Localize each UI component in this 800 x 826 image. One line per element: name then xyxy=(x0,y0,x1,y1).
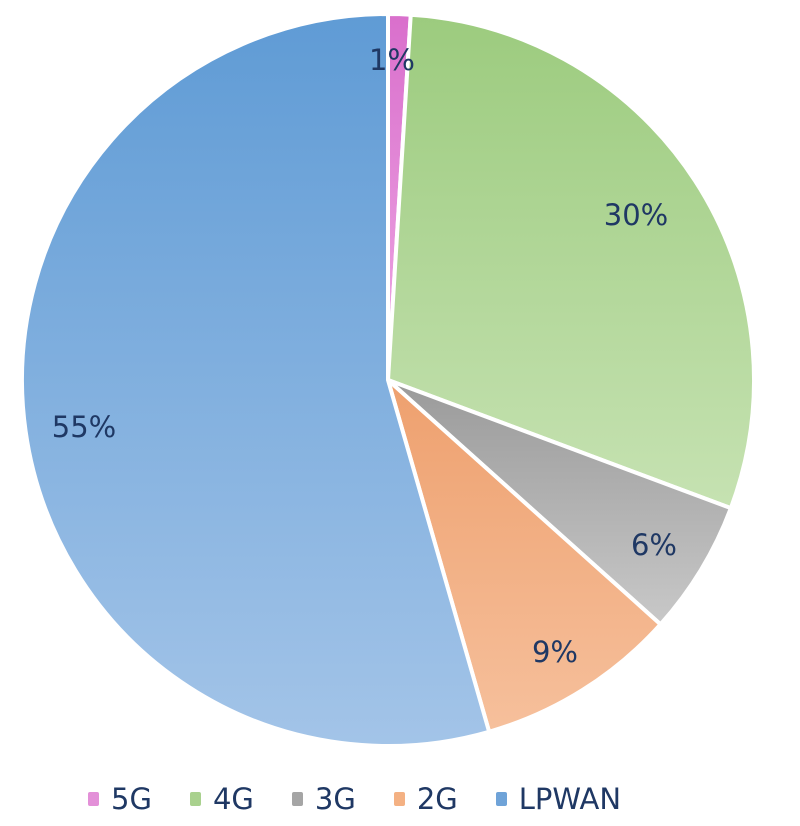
legend-swatch xyxy=(291,792,303,806)
legend-item-lpwan: LPWAN xyxy=(495,782,622,816)
legend-item-5g: 5G xyxy=(88,782,152,816)
legend-swatch xyxy=(495,792,507,806)
legend-label: 5G xyxy=(111,782,152,816)
pie-slice-2g xyxy=(384,373,664,735)
data-label-4g: 30% xyxy=(604,198,668,232)
data-label-2g: 9% xyxy=(532,635,578,669)
pie-slice-lpwan xyxy=(20,11,492,748)
legend-item-4g: 4G xyxy=(189,782,254,816)
pie-chart: 1% 30% 6% 9% 55% xyxy=(20,11,756,748)
legend-swatch xyxy=(189,792,201,806)
pie-slice-3g xyxy=(386,378,734,628)
pie-slice-4g xyxy=(385,12,756,511)
legend: 5G 4G 3G 2G LPWAN xyxy=(88,782,659,816)
legend-swatch xyxy=(393,792,405,806)
legend-label: 3G xyxy=(314,782,356,816)
data-label-3g: 6% xyxy=(631,528,677,562)
legend-swatch xyxy=(88,792,99,806)
legend-item-2g: 2G xyxy=(393,782,458,816)
legend-label: LPWAN xyxy=(518,782,622,816)
legend-item-3g: 3G xyxy=(291,782,356,816)
data-label-5g: 1% xyxy=(369,43,415,77)
legend-label: 4G xyxy=(212,782,254,816)
data-label-lpwan: 55% xyxy=(52,410,116,444)
legend-label: 2G xyxy=(416,782,458,816)
